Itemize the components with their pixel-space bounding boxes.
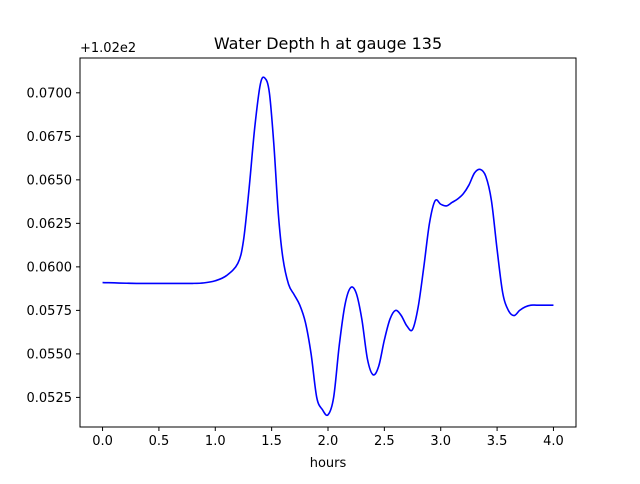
y-tick-label: 0.0650 [27,173,73,188]
chart-title: Water Depth h at gauge 135 [214,34,442,53]
x-tick-label: 3.0 [430,434,451,449]
series-layer [102,76,554,417]
x-tick-label: 3.5 [487,434,508,449]
x-tick-label: 1.0 [205,434,226,449]
x-axis: 0.0 0.5 1.0 1.5 2.0 2.5 3.0 3.5 4.0 [92,427,564,449]
x-tick-label: 0.0 [92,434,113,449]
y-tick-label: 0.0600 [27,260,73,275]
series-line-0 [102,76,554,417]
x-tick-label: 2.5 [374,434,395,449]
x-tick-label: 4.0 [543,434,564,449]
x-tick-label: 0.5 [149,434,170,449]
y-axis-offset-label: +1.02e2 [80,41,136,56]
y-tick-label: 0.0700 [27,86,73,101]
x-tick-label: 2.0 [318,434,339,449]
y-tick-label: 0.0525 [27,391,73,406]
y-tick-label: 0.0550 [27,347,73,362]
y-tick-label: 0.0675 [27,130,73,145]
y-axis: 0.0525 0.0550 0.0575 0.0600 0.0625 0.0650 0.06… [27,86,80,406]
x-axis-label: hours [310,456,347,471]
y-tick-label: 0.0625 [27,217,73,232]
x-tick-label: 1.5 [261,434,282,449]
y-tick-label: 0.0575 [27,304,73,319]
